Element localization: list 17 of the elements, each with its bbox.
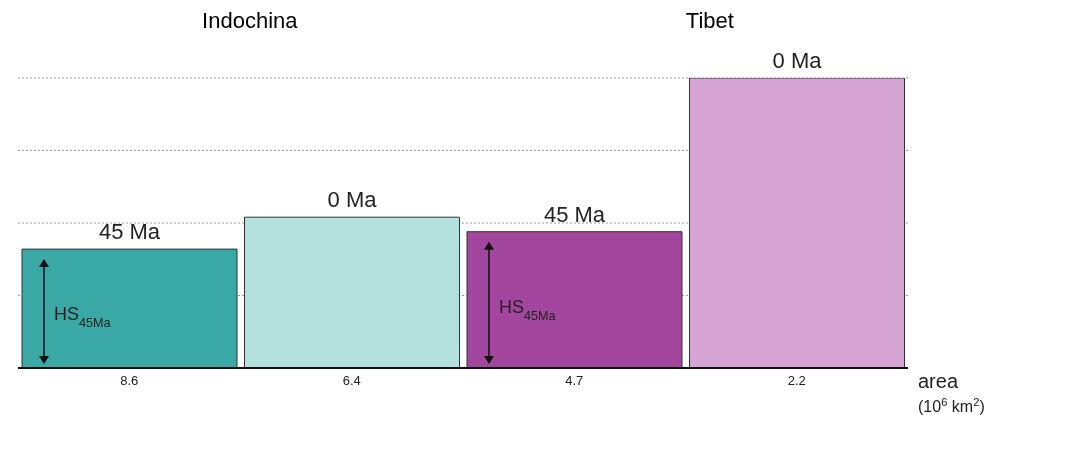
x-tick-label: 6.4	[342, 373, 361, 389]
annotation: 45 Ma	[543, 201, 606, 227]
annotation: 0 Ma	[327, 187, 378, 213]
annotation: HS$_{45Ma}$	[54, 304, 111, 331]
annotation: HS$_{45Ma}$	[499, 297, 556, 324]
x-tick-label: 2.2	[787, 373, 806, 389]
text: Tibet	[685, 8, 734, 35]
bar	[244, 216, 460, 368]
text: Indochina	[202, 8, 298, 35]
annotation: 0 Ma	[772, 48, 823, 73]
bar	[689, 78, 905, 368]
bar	[466, 231, 683, 368]
bar	[21, 248, 238, 368]
annotation: 45 Ma	[98, 219, 161, 245]
x-axis-title: area (10$^{6}$ km$^{2}$)	[918, 370, 985, 415]
x-tick-label: 4.7	[565, 373, 584, 389]
x-tick-label: 8.6	[120, 373, 139, 389]
